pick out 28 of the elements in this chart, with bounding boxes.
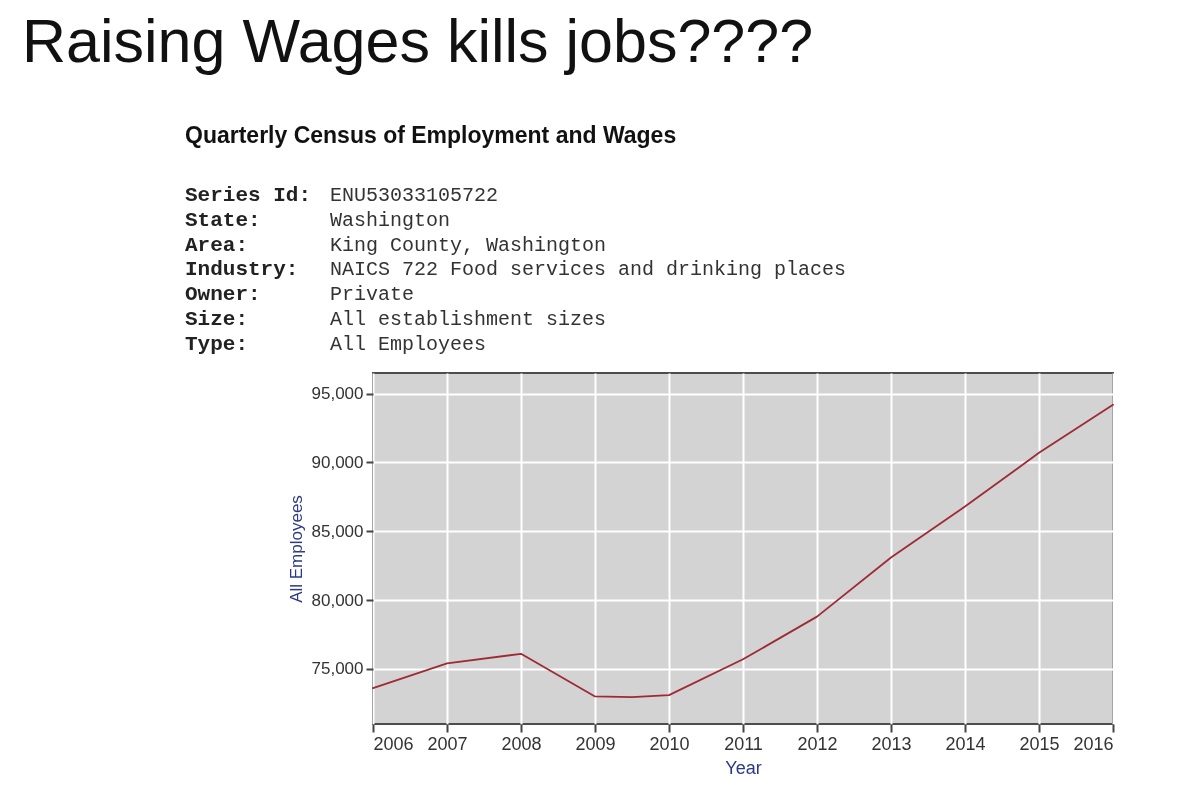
x-tick-label: 2014 (945, 733, 986, 754)
x-tick-label: 2015 (1019, 733, 1060, 754)
text: Size: All establishment sizes (185, 308, 607, 331)
text: Owner: Private (185, 283, 415, 307)
x-tick-label: 2006 (373, 733, 414, 754)
chart-title: Raising Wages kills jobs???? (22, 7, 814, 75)
line-series (372, 403, 1114, 699)
text: Series Id: ENU53033105722 (185, 184, 499, 207)
text: Industry: NAICS 722 Food services and drinking places (185, 258, 847, 282)
x-tick-label: 2016 (1073, 733, 1114, 754)
y-tick-label: 85,000 (311, 521, 364, 541)
y-tick-label: 80,000 (311, 590, 364, 610)
x-axis-title: Year (725, 757, 762, 778)
text: Type: All Employees (185, 332, 487, 356)
y-tick-label: 95,000 (311, 384, 364, 404)
x-tick-label: 2008 (501, 733, 542, 754)
x-tick-label: 2011 (724, 733, 763, 754)
y-tick-label: 75,000 (311, 659, 364, 679)
text: State: Washington (185, 208, 451, 232)
chart-subtitle: Quarterly Census of Employment and Wages (185, 122, 677, 148)
x-tick-label: 2013 (871, 733, 912, 754)
text: Area: King County, Washington (185, 233, 607, 257)
y-axis-title: All Employees (286, 495, 306, 603)
y-tick-label: 90,000 (311, 452, 364, 472)
x-tick-label: 2012 (797, 733, 838, 754)
x-tick-label: 2010 (649, 733, 690, 754)
x-tick-label: 2009 (575, 733, 616, 754)
x-tick-label: 2007 (427, 733, 468, 754)
